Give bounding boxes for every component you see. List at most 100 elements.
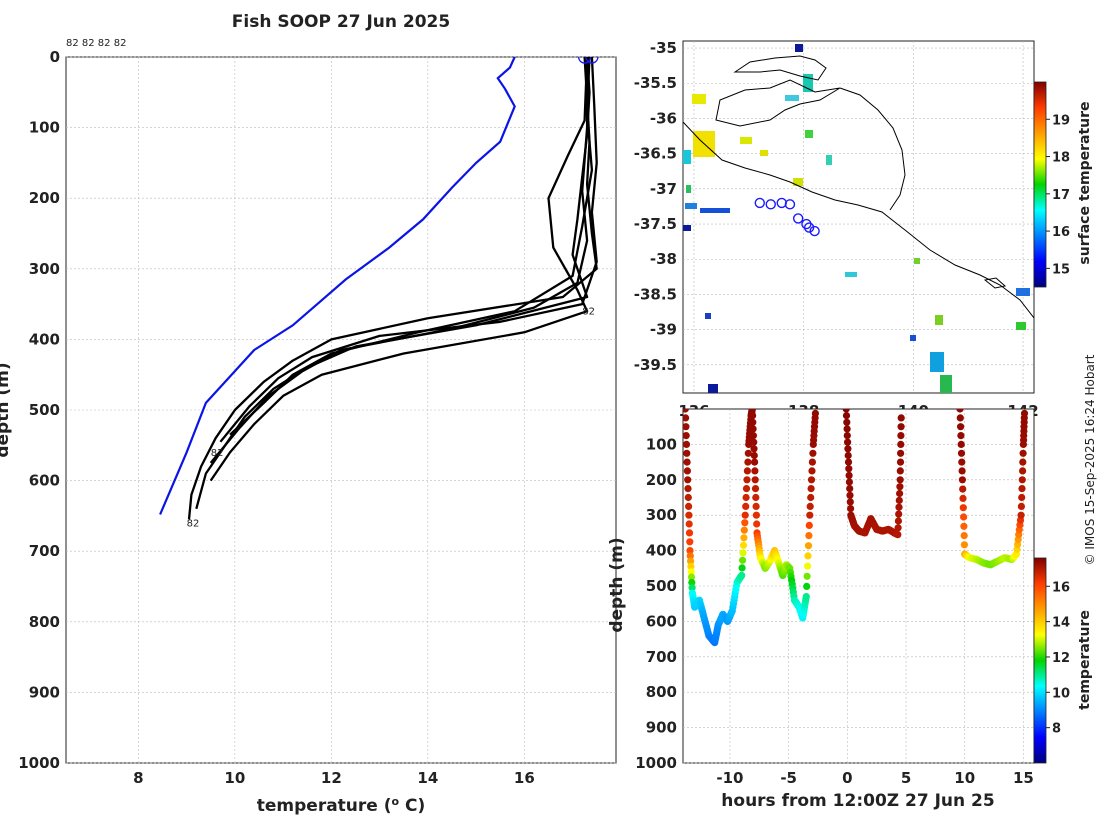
surface-marker [577, 57, 592, 64]
section-point [807, 476, 816, 484]
section-point [741, 519, 749, 527]
profile-ytick-label: 400 [29, 330, 60, 348]
section-grid [683, 409, 1034, 764]
section-point [958, 476, 967, 484]
section-point [738, 564, 746, 572]
sst-pixel-patch [700, 208, 730, 213]
map-ytick-label: -38.5 [634, 285, 677, 303]
section-point [844, 445, 852, 453]
section-point [897, 449, 905, 457]
track-marker [765, 199, 776, 210]
section-ytick-label: 500 [646, 577, 677, 595]
sst-pixel-patch [705, 313, 711, 319]
section-point [1018, 476, 1026, 484]
section-ytick-label: 600 [646, 612, 677, 630]
section-colorbar-label: temperature [1077, 610, 1093, 710]
profile-ytick-label: 900 [29, 683, 60, 701]
map-ytick-label: -36 [650, 109, 677, 127]
profile-ytick-label: 700 [29, 542, 60, 560]
map-colorbar-tick-label: 19 [1052, 113, 1070, 128]
section-xtick-label: 0 [842, 769, 852, 787]
section-panel: -10 -5 0 5 10 15 100 200 300 400 500 600 700 800 900 10… [607, 408, 1093, 811]
map-ytick-label: -36.5 [634, 145, 677, 163]
sst-pixel-patch [683, 225, 691, 231]
section-xtick-label: -10 [716, 769, 743, 787]
section-ytick-label: 300 [646, 506, 677, 524]
profile-line [187, 57, 598, 520]
section-point [959, 504, 967, 512]
profile-xtick-label: 10 [224, 769, 245, 787]
section-point [751, 476, 759, 484]
section-points [683, 409, 1029, 647]
map-ytick-label: -37.5 [634, 215, 677, 233]
section-point [958, 467, 966, 475]
section-point [684, 485, 692, 493]
sst-pixel-patch [935, 315, 943, 325]
section-point [895, 496, 903, 504]
section-point [686, 538, 694, 546]
section-point [752, 511, 761, 519]
map-ytick-label: -35 [650, 39, 677, 57]
profile-line [229, 57, 594, 436]
section-point [805, 532, 813, 540]
sst-pixel-patch [940, 375, 952, 393]
profile-ylabel: depth (m) [0, 362, 13, 457]
section-point [683, 423, 690, 431]
section-point [806, 502, 814, 510]
profile-lines: 82 82 82 [159, 57, 599, 529]
credit-text: © IMOS 15-Sep-2025 16:24 Hobart [1083, 354, 1097, 565]
sst-pixel-patch [805, 130, 813, 138]
section-point [896, 489, 904, 498]
section-point [843, 425, 851, 433]
profile-point-label: 82 [187, 518, 200, 529]
section-point [1019, 467, 1027, 475]
section-point [685, 511, 693, 519]
profile-point-label: 82 [211, 448, 224, 459]
section-point [897, 423, 905, 431]
map-colorbar-tick-label: 15 [1052, 262, 1070, 277]
section-ytick-label: 800 [646, 683, 677, 701]
climatology-line [159, 57, 516, 515]
section-xtick-label: 10 [954, 769, 975, 787]
sst-pixel-patch [708, 384, 718, 393]
section-point [842, 409, 850, 413]
section-point [803, 582, 811, 591]
sst-pixel-patch [930, 352, 944, 372]
map-ytick-label: -38 [650, 250, 677, 268]
section-point [844, 451, 852, 460]
section-xtick-label: 15 [1013, 769, 1034, 787]
section-ytick-label: 200 [646, 471, 677, 489]
coastline-island [983, 277, 1007, 289]
sst-pixel-patch [910, 335, 916, 341]
section-point [742, 502, 750, 510]
section-point [846, 491, 854, 499]
profile-xtick-label: 16 [514, 769, 535, 787]
track-marker [801, 218, 812, 230]
section-point [804, 552, 812, 560]
section-point [897, 414, 905, 422]
section-ytick-label: 400 [646, 542, 677, 560]
section-point [957, 432, 965, 440]
track-marker [754, 197, 765, 209]
section-point [1019, 449, 1027, 457]
profile-axes-frame [65, 56, 617, 764]
map-colorbar [1033, 81, 1047, 288]
section-point [740, 526, 748, 534]
section-point [845, 478, 854, 486]
section-point [959, 485, 967, 493]
section-point [957, 423, 965, 431]
section-colorbar-tick-label: 12 [1052, 651, 1070, 666]
section-point [749, 432, 758, 440]
coastline-gulf-west [715, 79, 841, 127]
section-point [751, 467, 759, 475]
section-point [683, 449, 691, 457]
ship-track [754, 197, 820, 237]
section-point [744, 458, 752, 466]
map-colorbar-label: surface temperature [1077, 101, 1093, 264]
section-point [687, 568, 695, 576]
section-point [743, 476, 751, 484]
section-point [683, 414, 690, 422]
section-point [894, 531, 902, 539]
section-point [687, 573, 696, 581]
sst-pixel-patch [785, 95, 799, 101]
